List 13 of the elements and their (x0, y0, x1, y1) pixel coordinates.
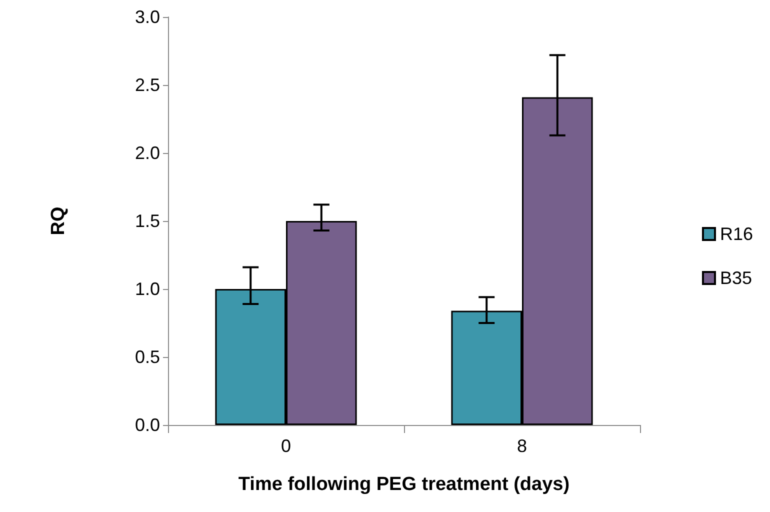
y-tick-label: 2.5 (134, 75, 160, 95)
legend-label: B35 (720, 268, 752, 288)
y-tick-label: 0.0 (134, 415, 160, 435)
x-axis-title: Time following PEG treatment (days) (238, 474, 570, 495)
y-tick-label: 0.5 (134, 347, 160, 367)
x-tick-label: 8 (516, 436, 528, 456)
y-tick-label: 1.0 (134, 279, 160, 299)
y-tick-label: 1.5 (134, 211, 160, 231)
x-tick-label: 0 (280, 436, 292, 456)
y-tick-label: 3.0 (134, 7, 160, 27)
y-axis-title: RQ (48, 206, 69, 236)
legend-label: R16 (720, 224, 754, 244)
y-tick-label: 2.0 (134, 143, 160, 163)
